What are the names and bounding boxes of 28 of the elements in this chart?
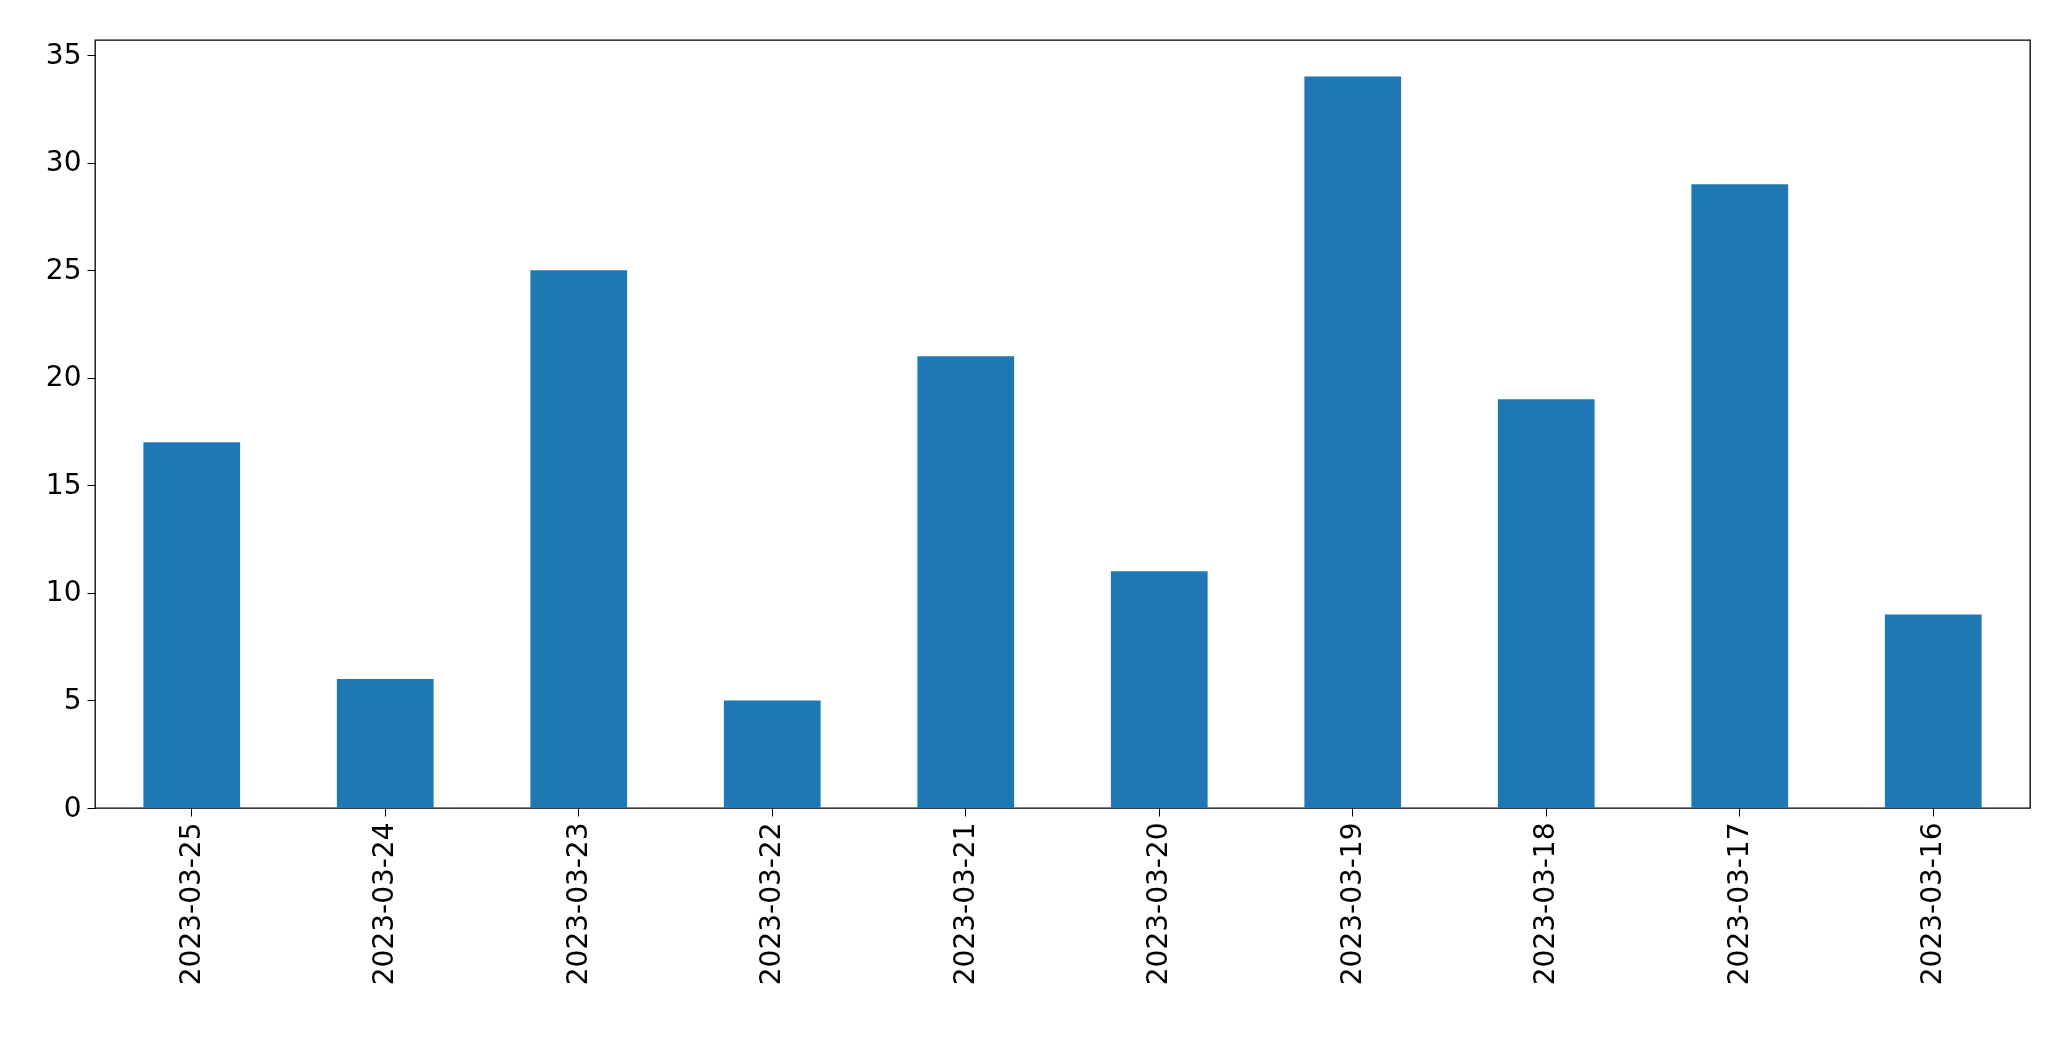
bar xyxy=(1691,184,1789,808)
x-tick-label: 2023-03-24 xyxy=(367,822,401,986)
x-tick-label: 2023-03-19 xyxy=(1334,822,1368,986)
bar xyxy=(1497,399,1595,808)
bar xyxy=(1884,614,1982,808)
x-tick-label: 2023-03-21 xyxy=(947,822,981,986)
y-tick-label: 10 xyxy=(45,575,82,609)
bar xyxy=(143,442,241,808)
y-tick-label: 0 xyxy=(63,790,82,824)
x-tick-label: 2023-03-20 xyxy=(1141,822,1175,986)
y-tick-label: 15 xyxy=(45,467,82,501)
y-tick-label: 20 xyxy=(45,360,82,394)
bar xyxy=(723,700,821,808)
y-tick-label: 25 xyxy=(45,252,82,286)
bar xyxy=(1304,76,1402,808)
y-tick-label: 30 xyxy=(45,145,82,179)
y-tick-label: 5 xyxy=(63,682,82,716)
bar xyxy=(336,678,434,808)
x-tick-label: 2023-03-25 xyxy=(173,822,207,986)
x-tick-label: 2023-03-18 xyxy=(1528,822,1562,986)
x-tick-label: 2023-03-16 xyxy=(1915,822,1949,986)
bar xyxy=(530,270,628,808)
y-tick-label: 35 xyxy=(45,37,82,71)
bar xyxy=(917,356,1015,808)
x-tick-label: 2023-03-17 xyxy=(1721,822,1755,986)
x-tick-label: 2023-03-22 xyxy=(754,822,788,986)
x-tick-label: 2023-03-23 xyxy=(560,822,594,986)
bar xyxy=(1110,571,1208,808)
